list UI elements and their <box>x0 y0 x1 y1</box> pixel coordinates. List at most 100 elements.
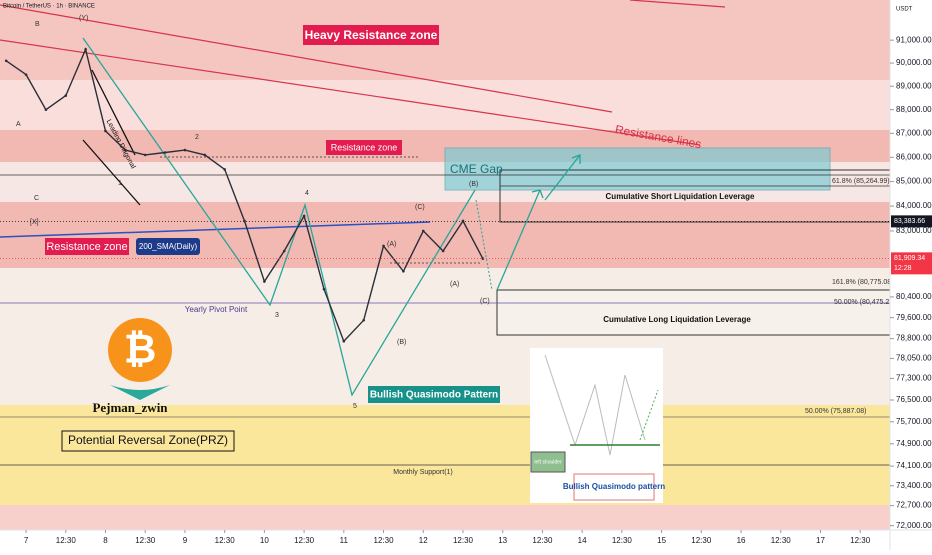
quasimodo-label: Bullish Quasimodo Pattern <box>370 390 498 401</box>
wave-label: (B) <box>397 339 406 346</box>
x-tick-label: 9 <box>183 536 188 545</box>
prz-zone <box>0 405 890 505</box>
x-tick-label: 17 <box>816 536 825 545</box>
price-point <box>223 168 226 171</box>
x-tick-label: 13 <box>498 536 507 545</box>
price-point <box>243 219 246 223</box>
x-tick-label: 14 <box>578 536 587 545</box>
y-tick-label: 84,000.00 <box>896 201 932 210</box>
wave-label: (A) <box>387 241 396 248</box>
resistance-line <box>0 39 701 146</box>
y-tick-label: 85,000.00 <box>896 177 932 186</box>
inset-title: Bullish Quasimodo pattern <box>563 482 665 491</box>
resistance-line <box>0 4 613 113</box>
price-badge-label: 81,909.34 <box>894 255 925 262</box>
price-axis <box>890 0 932 550</box>
zone <box>0 80 890 130</box>
zones <box>0 0 891 530</box>
x-tick-label: 15 <box>657 536 666 545</box>
x-tick-label: 12:30 <box>215 536 236 545</box>
y-tick-label: 74,100.00 <box>896 461 932 470</box>
wave-label: (C) <box>480 298 490 305</box>
prz-label: Potential Reversal Zone(PRZ) <box>68 433 228 447</box>
inset-shoulder-box <box>530 451 566 473</box>
y-tick-label: 87,000.00 <box>896 128 932 137</box>
price-point <box>362 318 365 322</box>
currency: USDT <box>896 7 913 13</box>
x-tick-label: 12 <box>419 536 428 545</box>
y-tick-label: 90,000.00 <box>896 58 932 67</box>
wave-label: (Y) <box>79 15 88 22</box>
price-point <box>263 280 266 283</box>
wave-label: 2 <box>195 134 199 141</box>
wave-line <box>82 37 476 397</box>
price-point <box>163 151 167 154</box>
arrow-head <box>571 154 581 164</box>
price-point <box>24 73 28 76</box>
price-point <box>124 148 127 152</box>
wave-label: C <box>34 195 39 202</box>
y-tick-label: 77,300.00 <box>896 374 932 383</box>
long-liquidation-label: Cumulative Long Liquidation Leverage <box>603 315 751 324</box>
wave-label: B <box>35 21 40 28</box>
inset-shoulder: left shoulder <box>534 459 562 465</box>
cme-gap-label: CME Gap <box>450 162 503 176</box>
monthly-support-label: Monthly Support(1) <box>393 469 453 476</box>
inset-arrow <box>639 389 659 441</box>
resistance-zone <box>0 202 890 268</box>
y-tick-label: 73,400.00 <box>896 481 932 490</box>
x-tick-label: 12:30 <box>294 536 315 545</box>
pivot-label: Yearly Pivot Point <box>185 305 248 314</box>
wave-label: 5 <box>353 403 357 410</box>
resistance-zone-label: Resistance zone <box>331 142 398 152</box>
label-box <box>368 386 500 403</box>
x-tick-label: 12:30 <box>56 536 77 545</box>
y-tick-label: 89,000.00 <box>896 81 932 90</box>
price-point <box>104 129 107 133</box>
long-liquidation-box <box>496 289 891 336</box>
y-tick-label: 74,900.00 <box>896 439 932 448</box>
diagonal-line <box>82 139 141 206</box>
arrow-head <box>531 189 544 199</box>
wave-label: (A) <box>450 281 459 288</box>
price-point <box>421 229 425 233</box>
price-point <box>461 219 465 223</box>
diagonal-line <box>91 69 136 156</box>
wave-label: 3 <box>275 312 279 319</box>
price-point <box>203 153 207 157</box>
x-tick-label: 12:30 <box>691 536 712 545</box>
price-point <box>282 249 286 253</box>
price-point <box>342 339 346 343</box>
price-badge <box>891 252 932 275</box>
inset-title-box <box>573 473 655 501</box>
sma-label: 200_SMA(Daily) <box>139 242 198 251</box>
logo-symbol: ₿ <box>124 328 157 372</box>
wave-label: [X] <box>30 219 39 226</box>
heavy-resistance-label: Heavy Resistance zone <box>305 28 438 42</box>
y-tick-label: 78,050.00 <box>896 354 932 363</box>
x-tick-label: 12:30 <box>374 536 395 545</box>
y-tick-label: 79,600.00 <box>896 313 932 322</box>
label-box <box>303 25 439 45</box>
label-box <box>61 430 235 452</box>
y-tick-label: 80,400.00 <box>896 292 932 301</box>
x-tick-label: 12:30 <box>135 536 156 545</box>
fib-label: 61.8% (85,264.99) <box>832 178 890 185</box>
wave-label: (B) <box>469 181 478 188</box>
wave-label: (C) <box>415 204 425 211</box>
fib-label: 50.00% (75,887.08) <box>805 408 867 415</box>
projection-arrow <box>544 154 581 201</box>
drawings <box>0 0 890 466</box>
bitcoin-logo <box>108 318 172 382</box>
x-tick-label: 8 <box>103 536 108 545</box>
resistance-zone-label: Resistance zone <box>46 241 127 253</box>
wave-label: A <box>16 121 21 128</box>
wave-label: 4 <box>305 190 309 197</box>
price-point <box>481 257 485 260</box>
countdown: 12:28 <box>894 265 912 272</box>
y-tick-label: 76,500.00 <box>896 395 932 404</box>
x-tick-label: 11 <box>340 536 349 545</box>
price-point <box>402 269 405 273</box>
y-tick-label: 88,000.00 <box>896 105 932 114</box>
